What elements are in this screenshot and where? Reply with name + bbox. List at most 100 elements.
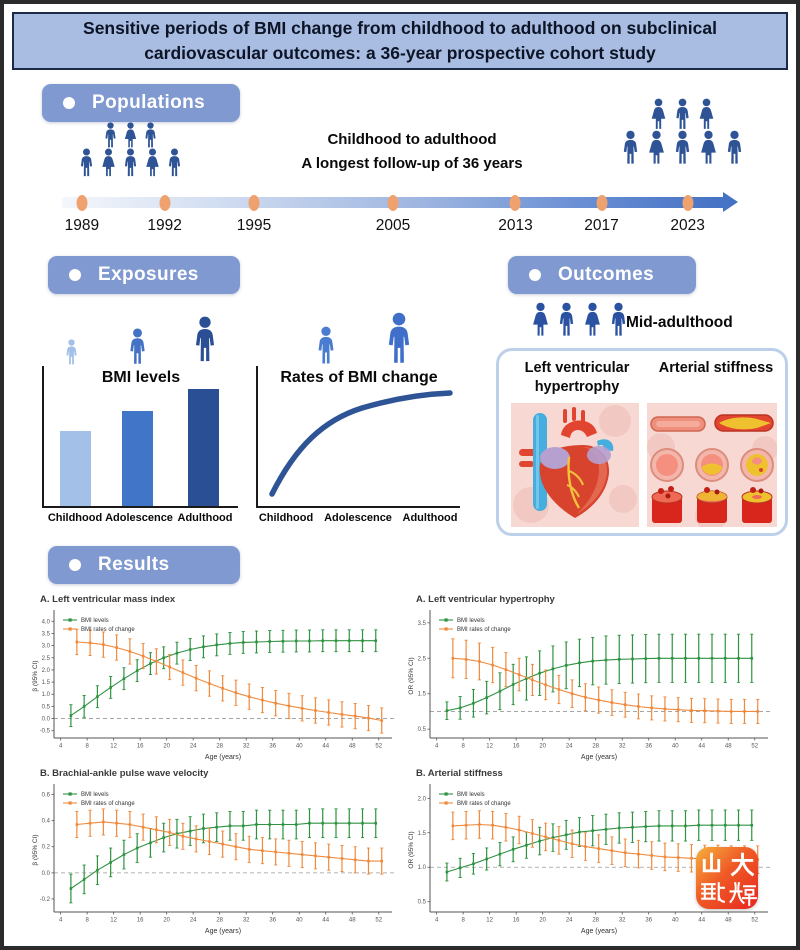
svg-text:52: 52 [375,918,382,924]
small-person-icon [66,339,77,365]
svg-text:8: 8 [85,918,89,924]
svg-text:16: 16 [137,918,144,924]
chart-title: A. Left ventricular mass index [40,594,176,605]
chart-title: A. Left ventricular hypertrophy [416,594,555,605]
bmi-levels-axes: BMI levels [42,366,238,508]
note-line-2: A longest follow-up of 36 years [301,155,523,172]
svg-text:36: 36 [645,918,652,924]
timeline-year-label: 2017 [584,217,619,234]
chart-pulse-wave-velocity: B. Brachial-ankle pulse wave velocity -0.… [30,768,402,938]
results-charts-grid: A. Left ventricular mass index -0.5 0.0 0.5… [30,594,778,938]
svg-text:β (95% CI): β (95% CI) [32,660,39,691]
svg-text:16: 16 [137,744,144,750]
svg-text:BMI levels: BMI levels [81,792,109,798]
timeline-year-label: 1992 [147,217,182,234]
medium-person-icon [130,328,145,364]
svg-text:BMI levels: BMI levels [457,618,485,624]
chart-lv-hypertrophy: A. Left ventricular hypertrophy 0.5 1.5 2.5… [406,594,778,764]
svg-text:48: 48 [725,744,732,750]
svg-text:32: 32 [243,918,250,924]
svg-text:2.0: 2.0 [418,796,427,802]
timeline-dot-icon [509,194,521,211]
timeline-year-label: 1989 [64,217,100,234]
artery-illustration-icon [647,403,778,531]
svg-text:44: 44 [322,744,329,750]
chart-title: B. Brachial-ankle pulse wave velocity [40,768,209,779]
svg-text:3.0: 3.0 [42,644,51,650]
timeline-dot-icon [248,194,260,211]
svg-text:24: 24 [566,918,573,924]
svg-text:32: 32 [619,918,626,924]
results-badge: Results [48,546,240,584]
svg-text:8: 8 [461,918,465,924]
svg-text:BMI rates of change: BMI rates of change [457,627,511,633]
svg-text:8: 8 [85,744,89,750]
category-label: Childhood [258,512,314,524]
category-label: Adulthood [402,512,458,524]
svg-text:8: 8 [461,744,465,750]
svg-text:2.5: 2.5 [42,656,51,662]
svg-text:0.0: 0.0 [42,871,51,877]
svg-text:1.5: 1.5 [418,831,427,837]
populations-badge-label: Populations [92,92,206,113]
svg-text:20: 20 [539,744,546,750]
svg-text:BMI rates of change: BMI rates of change [457,801,511,807]
category-label: Adolescence [105,512,173,524]
svg-text:48: 48 [349,918,356,924]
timeline-years: 1989 1992 1995 2005 2013 2017 2023 [62,217,724,239]
chart-lv-mass-index: A. Left ventricular mass index -0.5 0.0 0.5… [30,594,402,764]
svg-text:4.0: 4.0 [42,619,51,625]
svg-text:-0.5: -0.5 [40,729,51,735]
svg-text:0.5: 0.5 [418,900,427,906]
outcomes-card: Left ventricular hypertrophy Arterial st… [496,348,788,536]
svg-text:0.5: 0.5 [42,704,51,710]
svg-text:OR (95% CI): OR (95% CI) [408,657,415,694]
chart-plot: 0.51.52.53.54 8 12 16 20 24 28 32 36 40 44 48 52Age … [408,610,771,761]
svg-text:0.4: 0.4 [42,819,51,825]
timeline-dot-icon [159,194,171,211]
note-line-1: Childhood to adulthood [327,131,497,148]
follow-up-note: Childhood to adulthood A longest follow-… [276,128,548,176]
timeline-track [62,192,738,212]
populations-badge: Populations [42,84,240,122]
svg-text:4: 4 [435,918,439,924]
svg-text:2.5: 2.5 [418,656,427,662]
timeline-year-label: 2013 [498,217,533,234]
outcomes-badge: Outcomes [508,256,696,294]
brand-logo [696,847,758,909]
svg-text:Age (years): Age (years) [581,754,617,761]
category-label: Adolescence [324,512,392,524]
svg-text:36: 36 [645,744,652,750]
svg-text:28: 28 [592,744,599,750]
svg-text:BMI levels: BMI levels [457,792,485,798]
svg-text:36: 36 [269,918,276,924]
svg-text:0.2: 0.2 [42,845,51,851]
svg-text:3.5: 3.5 [418,621,427,627]
svg-text:48: 48 [349,744,356,750]
bullet-dot-icon [63,97,75,109]
svg-text:1.0: 1.0 [42,692,51,698]
svg-text:52: 52 [751,744,758,750]
results-badge-label: Results [98,554,170,575]
category-label: Adulthood [177,512,233,524]
svg-text:28: 28 [216,918,223,924]
adults-group-icon [612,98,752,166]
svg-text:0.6: 0.6 [42,793,51,799]
page-title: Sensitive periods of BMI change from chi… [12,12,788,70]
svg-text:32: 32 [243,744,250,750]
svg-text:20: 20 [163,918,170,924]
svg-text:52: 52 [375,744,382,750]
brand-logo-glyphs-icon [701,852,757,906]
svg-text:1.5: 1.5 [42,680,51,686]
mid-adulthood-label: Mid-adulthood [626,314,733,331]
chart-plot: -0.50.00.51.01.52.02.53.03.54.04 8 12 16 20 2… [32,610,395,761]
svg-text:1.0: 1.0 [418,865,427,871]
timeline-year-label: 2005 [375,217,411,234]
svg-text:4: 4 [435,744,439,750]
timeline-year-label: 1995 [236,217,272,234]
exposures-badge: Exposures [48,256,240,294]
svg-text:16: 16 [513,744,520,750]
medium-person-icon [318,326,334,364]
growth-curve-icon [269,390,453,497]
bmi-bar-childhood [60,431,91,506]
